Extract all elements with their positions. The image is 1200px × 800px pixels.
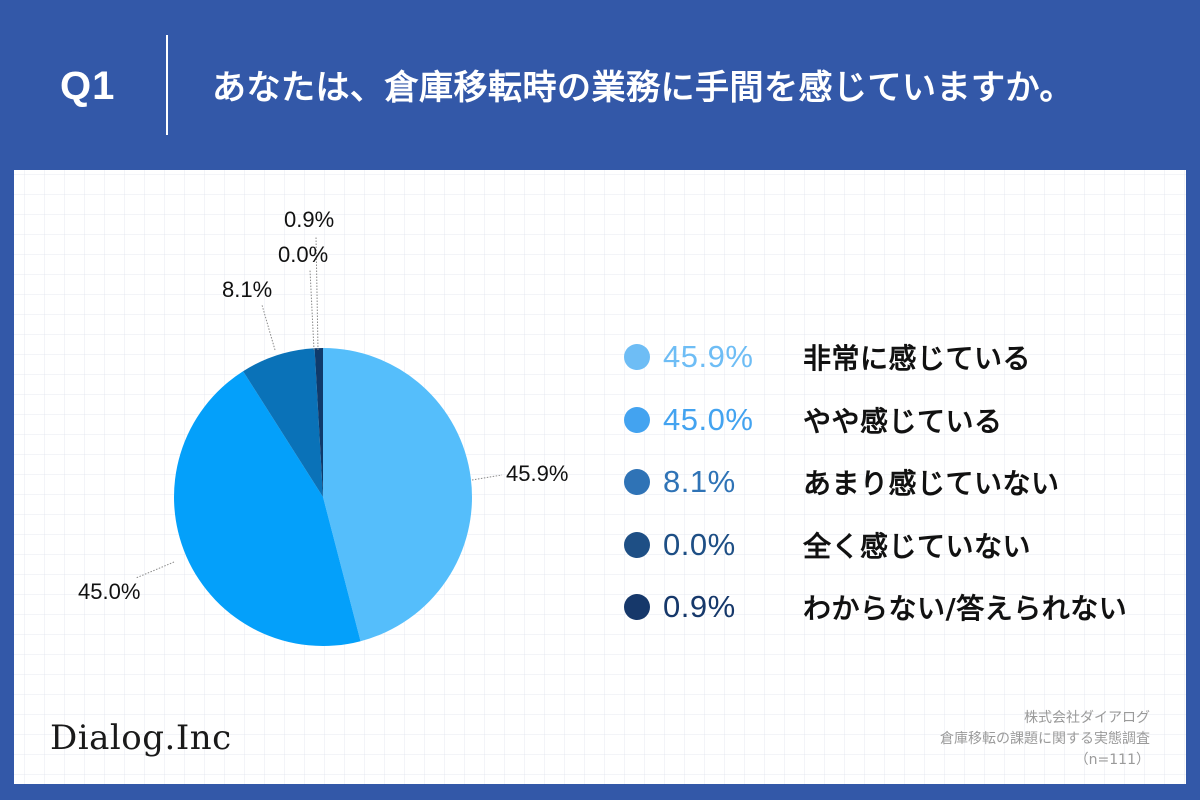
legend-percentage: 45.0% [663,401,754,437]
legend-dot-icon [624,594,650,621]
question-title: あなたは、倉庫移転時の業務に手間を感じていますか。 [212,68,1074,108]
leader-line [315,235,319,351]
question-number: Q1 [60,64,116,108]
pie-label-1: 45.0% [78,579,141,604]
legend-label: やや感じている [803,404,1003,438]
legend-dot-icon [624,344,650,371]
leader-line [261,304,276,351]
legend-item: 45.0% やや感じている [610,389,1170,452]
pie-label-4: 0.9% [284,207,335,232]
source-survey: 倉庫移転の課題に関する実態調査 [940,731,1150,747]
legend-dot-icon [624,531,650,558]
leader-line [471,474,503,481]
legend-label: わからない/答えられない [803,592,1128,626]
pie-label-0: 45.9% [506,461,569,486]
legend-label: 全く感じていない [803,529,1032,563]
pie-slice [174,371,361,646]
company-logo: Dialog.Inc [50,718,232,758]
legend-item: 0.0% 全く感じていない [610,514,1170,577]
legend-item: 45.9% 非常に感じている [610,326,1170,389]
header-divider [166,35,168,135]
source-sample-size: （n=111） [1074,752,1150,768]
leader-line [135,561,175,579]
legend-label: 非常に感じている [803,342,1032,376]
header: Q1 あなたは、倉庫移転時の業務に手間を感じていますか。 [0,0,1200,170]
pie-chart [135,235,503,646]
pie-slice [243,348,323,497]
legend-percentage: 8.1% [663,464,736,500]
chart-panel: 45.9% 45.0% 8.1% 0.0% 0.9% 45.9% 非常に感じてい… [14,170,1186,784]
source-note: 株式会社ダイアログ 倉庫移転の課題に関する実態調査 （n=111） [940,708,1150,771]
legend-percentage: 0.0% [663,526,736,562]
legend-item: 0.9% わからない/答えられない [610,576,1170,639]
legend-percentage: 45.9% [663,339,754,375]
legend-percentage: 0.9% [663,589,736,625]
source-company: 株式会社ダイアログ [1024,710,1150,726]
legend-dot-icon [624,469,650,496]
pie-slice [314,348,323,497]
legend-label: あまり感じていない [803,467,1060,501]
legend-dot-icon [624,406,650,433]
leader-line [309,269,315,351]
legend: 45.9% 非常に感じている 45.0% やや感じている 8.1% あまり感じて… [610,326,1170,639]
pie-label-2: 8.1% [222,277,273,302]
legend-item: 8.1% あまり感じていない [610,451,1170,514]
pie-slice [323,348,472,642]
pie-label-3: 0.0% [278,242,329,267]
